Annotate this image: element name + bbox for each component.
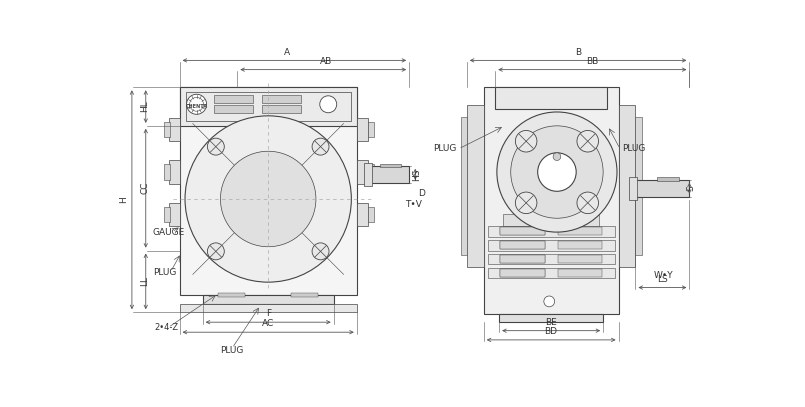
Circle shape (312, 138, 329, 155)
Bar (214, 105, 253, 113)
Bar (169, 160, 180, 184)
Bar (357, 203, 368, 226)
Circle shape (187, 94, 207, 114)
Text: PLUG: PLUG (433, 144, 457, 153)
Bar (499, 315, 603, 322)
Bar (501, 269, 545, 277)
Text: S: S (687, 185, 696, 191)
Circle shape (544, 296, 555, 307)
Text: HL: HL (141, 101, 150, 112)
Bar (635, 180, 689, 197)
Circle shape (190, 97, 204, 111)
Text: BD: BD (544, 327, 557, 336)
Circle shape (221, 151, 316, 247)
Circle shape (515, 131, 537, 152)
Circle shape (208, 243, 225, 260)
Bar (501, 269, 545, 277)
Bar (501, 241, 545, 249)
Bar (218, 293, 245, 297)
Bar (495, 88, 607, 109)
Circle shape (577, 192, 598, 214)
Bar (262, 105, 300, 113)
Text: BE: BE (545, 318, 556, 327)
Text: H: H (119, 197, 128, 203)
Circle shape (553, 153, 561, 160)
Bar (180, 88, 357, 295)
Bar (558, 269, 602, 277)
Bar (467, 105, 484, 267)
Circle shape (510, 126, 603, 218)
Bar (169, 203, 180, 226)
Bar (630, 177, 637, 200)
Text: PLUG: PLUG (622, 144, 646, 153)
Bar (164, 207, 171, 222)
Bar (368, 164, 374, 180)
Text: T•V: T•V (405, 200, 422, 209)
Bar (558, 255, 602, 263)
Bar (186, 92, 351, 121)
Bar (357, 118, 368, 141)
Text: LS: LS (657, 275, 668, 284)
Text: AB: AB (320, 57, 332, 66)
Text: GAUGE: GAUGE (153, 228, 185, 236)
Circle shape (320, 96, 336, 113)
Bar (501, 241, 545, 249)
Text: PLUG: PLUG (153, 268, 176, 277)
Bar (618, 105, 635, 267)
Bar (291, 293, 318, 297)
Bar (488, 254, 615, 265)
Bar (365, 163, 372, 186)
Text: D: D (419, 189, 425, 198)
Bar (488, 267, 615, 278)
Circle shape (208, 138, 225, 155)
Text: W•Y: W•Y (654, 271, 673, 280)
Text: LL: LL (141, 276, 150, 287)
Bar (380, 164, 402, 167)
Text: PLUG: PLUG (221, 346, 244, 355)
Circle shape (185, 116, 351, 282)
Bar (488, 240, 615, 251)
Bar (203, 295, 333, 304)
Bar (180, 304, 357, 312)
Text: F: F (266, 309, 270, 318)
Bar (180, 88, 357, 126)
Text: A: A (284, 48, 291, 57)
Bar (368, 207, 374, 222)
Circle shape (577, 131, 598, 152)
Text: CHENTA: CHENTA (186, 104, 208, 109)
Bar (370, 166, 409, 183)
Bar (503, 214, 599, 226)
Bar (501, 228, 545, 235)
Bar (488, 226, 615, 237)
Text: HS: HS (412, 168, 422, 181)
Circle shape (515, 192, 537, 214)
Circle shape (497, 112, 617, 232)
Bar (558, 241, 602, 249)
Bar (657, 177, 679, 181)
Bar (501, 255, 545, 263)
Text: BB: BB (586, 57, 598, 66)
Bar (501, 255, 545, 263)
Circle shape (538, 153, 576, 191)
Bar (169, 118, 180, 141)
Bar (214, 95, 253, 103)
Bar (484, 88, 618, 315)
Bar (164, 164, 171, 180)
Bar (357, 160, 368, 184)
Circle shape (312, 243, 329, 260)
Text: 2•4-Z: 2•4-Z (155, 323, 179, 332)
Bar (501, 228, 545, 235)
Bar (558, 228, 602, 235)
Bar (460, 116, 467, 255)
Text: CC: CC (141, 181, 150, 194)
Bar (368, 122, 374, 138)
Text: B: B (575, 48, 580, 57)
Bar (262, 95, 300, 103)
Bar (164, 122, 171, 138)
Text: AC: AC (262, 319, 275, 328)
Bar (635, 116, 642, 255)
